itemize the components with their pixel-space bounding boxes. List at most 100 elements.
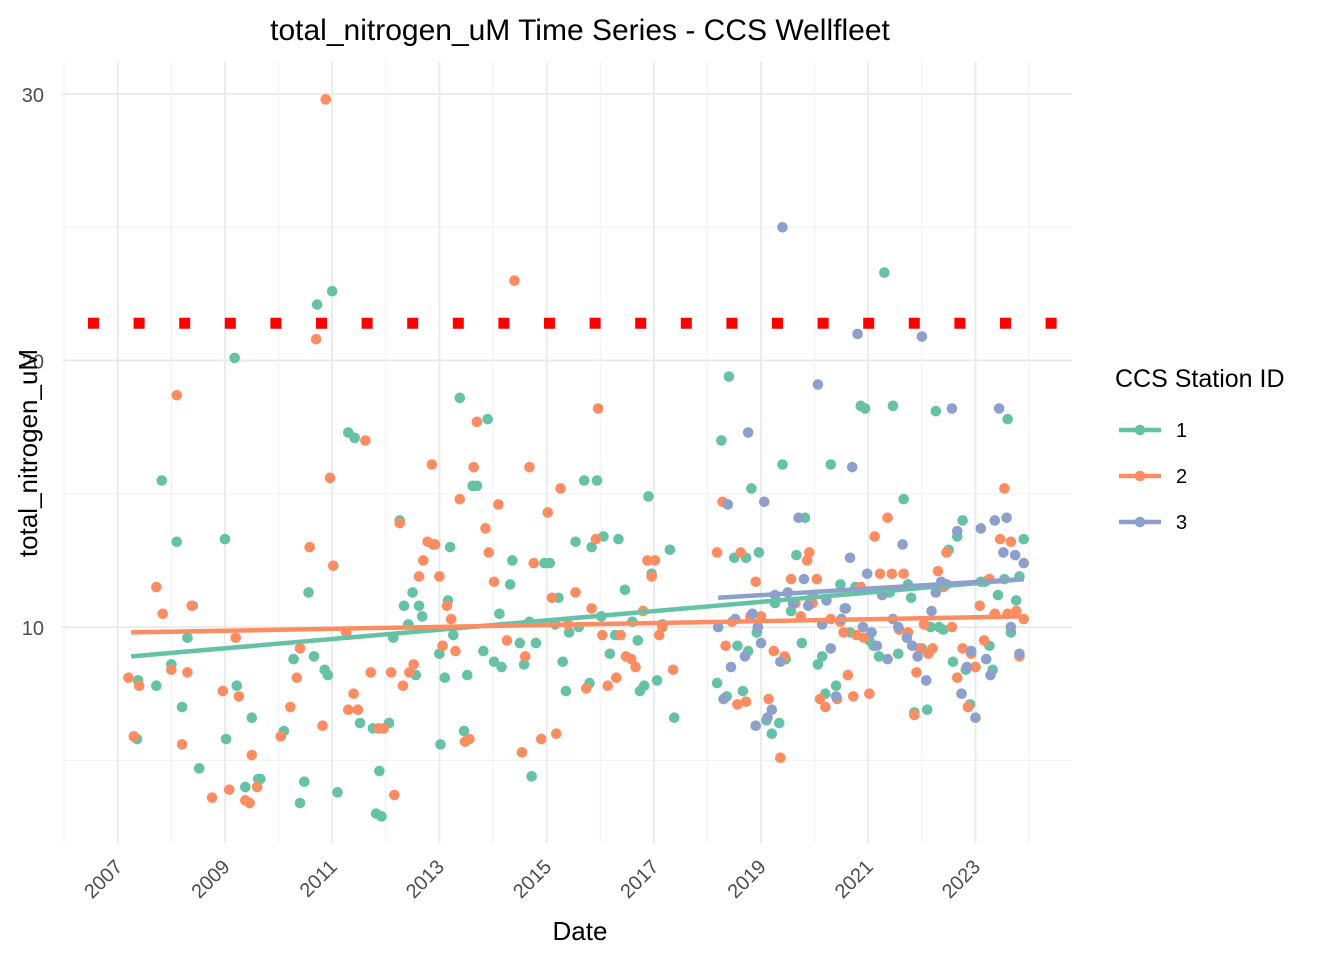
data-point-station-2 <box>586 603 597 614</box>
data-point-station-2 <box>602 680 614 692</box>
data-point-station-1 <box>507 555 518 566</box>
data-point-station-2 <box>123 672 134 684</box>
data-point-station-3 <box>906 640 918 652</box>
x-axis-ticks: 2007 2009 2011 2013 2015 2017 2019 2021 2023 <box>80 856 985 903</box>
y-tick-label: 20 <box>22 352 44 374</box>
data-point-station-3 <box>951 525 963 537</box>
data-point-station-1 <box>294 797 306 809</box>
data-point-station-2 <box>408 659 419 670</box>
data-point-station-3 <box>1014 648 1025 660</box>
data-point-station-2 <box>294 643 306 654</box>
data-point-station-1 <box>311 299 323 310</box>
data-point-station-2 <box>285 701 296 713</box>
data-point-station-1 <box>454 392 466 404</box>
data-point-station-3 <box>989 515 1001 526</box>
data-point-station-2 <box>626 653 637 665</box>
data-point-station-1 <box>560 685 572 697</box>
data-point-station-1 <box>349 432 361 444</box>
data-point-station-1 <box>504 579 516 590</box>
data-point-station-1 <box>947 656 959 668</box>
data-point-station-2 <box>441 600 453 612</box>
data-point-station-2 <box>974 600 986 612</box>
data-point-station-2 <box>230 632 241 644</box>
data-point-station-1 <box>458 725 470 737</box>
data-point-station-1 <box>478 645 489 657</box>
data-point-station-1 <box>930 405 942 417</box>
data-point-station-2 <box>365 667 377 678</box>
x-tick-label: 2011 <box>296 856 342 902</box>
data-point-station-2 <box>918 619 930 630</box>
data-point-station-2 <box>389 789 400 801</box>
data-points <box>123 94 1030 822</box>
data-point-station-2 <box>653 629 665 641</box>
data-point-station-2 <box>847 691 859 702</box>
data-point-station-2 <box>580 683 592 694</box>
legend-label-2: 2 <box>1176 466 1187 488</box>
data-point-station-1 <box>240 781 251 793</box>
data-point-station-1 <box>171 536 183 548</box>
data-point-station-2 <box>811 573 823 585</box>
data-point-station-1 <box>791 549 802 561</box>
data-point-station-2 <box>217 685 229 697</box>
data-point-station-1 <box>220 733 232 745</box>
data-point-station-3 <box>747 608 758 620</box>
data-point-station-3 <box>998 547 1009 558</box>
data-point-station-2 <box>946 621 958 633</box>
data-point-station-2 <box>488 576 500 588</box>
data-point-station-3 <box>857 621 869 633</box>
chart-title: total_nitrogen_uM Time Series - CCS Well… <box>270 14 890 47</box>
data-point-station-1 <box>578 475 590 486</box>
x-tick-label: 2017 <box>616 856 663 903</box>
data-point-station-2 <box>378 723 389 734</box>
data-point-station-1 <box>591 475 603 486</box>
data-point-station-3 <box>993 403 1005 414</box>
data-point-station-2 <box>570 587 581 598</box>
data-point-station-3 <box>802 600 814 612</box>
data-point-station-3 <box>912 651 923 662</box>
data-point-station-1 <box>816 651 828 662</box>
data-point-station-2 <box>927 643 938 654</box>
data-point-station-2 <box>186 600 198 612</box>
data-point-station-3 <box>712 621 724 633</box>
data-point-station-1 <box>308 651 320 662</box>
data-point-station-2 <box>509 275 520 286</box>
trend-line-station-2 <box>131 614 1024 635</box>
data-point-station-1 <box>448 629 459 641</box>
data-point-station-2 <box>820 701 831 713</box>
data-point-station-3 <box>755 637 767 649</box>
data-point-station-2 <box>426 459 438 470</box>
data-point-station-2 <box>785 573 797 585</box>
data-point-station-2 <box>166 664 177 676</box>
y-tick-label: 30 <box>22 85 44 107</box>
data-point-station-3 <box>1005 621 1017 633</box>
data-point-station-1 <box>332 787 343 798</box>
data-point-station-3 <box>985 669 996 681</box>
data-point-station-2 <box>157 608 169 620</box>
data-point-station-1 <box>299 776 310 787</box>
grid-lines <box>62 62 1072 843</box>
data-point-station-2 <box>437 640 448 652</box>
data-point-station-2 <box>246 749 258 761</box>
data-point-station-2 <box>418 555 429 566</box>
data-point-station-2 <box>732 699 743 710</box>
data-point-station-1 <box>737 685 749 697</box>
data-point-station-1 <box>288 653 299 665</box>
data-point-station-1 <box>664 544 676 556</box>
data-point-station-3 <box>793 512 804 524</box>
data-point-station-2 <box>528 557 540 569</box>
data-point-station-1 <box>604 648 616 660</box>
data-point-station-3 <box>970 712 981 724</box>
data-point-station-2 <box>909 709 920 721</box>
data-point-station-1 <box>156 475 168 486</box>
data-point-station-2 <box>342 704 354 716</box>
data-point-station-1 <box>435 739 446 750</box>
trend-line-station-3 <box>718 576 1024 601</box>
data-point-station-1 <box>176 701 188 713</box>
data-point-station-3 <box>825 643 837 654</box>
data-point-station-1 <box>613 533 624 545</box>
data-point-station-3 <box>871 640 883 652</box>
data-point-station-3 <box>722 499 734 510</box>
data-point-station-1 <box>873 651 885 662</box>
data-point-station-3 <box>961 661 973 673</box>
y-axis-label: total_nitrogen_uM <box>13 349 43 557</box>
